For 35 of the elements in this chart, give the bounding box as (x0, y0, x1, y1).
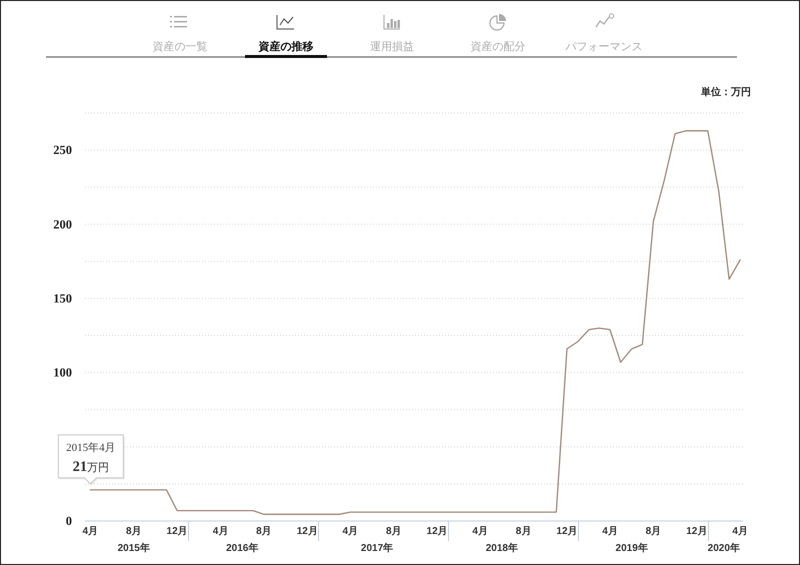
x-tick-label: 12月 (166, 526, 188, 538)
annotation: 21万円 (72, 458, 110, 475)
x-tick-label: 4月 (212, 526, 228, 538)
text: 運用損益 (370, 40, 414, 53)
x-tick-label: 8月 (646, 526, 662, 538)
x-tick-label: 12月 (686, 526, 708, 538)
x-tick-label: 4月 (602, 526, 618, 538)
x2-tick-label: 2020年 (708, 542, 740, 554)
x-tick-label: 8月 (256, 526, 272, 538)
x-tick-label: 4月 (732, 526, 748, 538)
text: 資産の一覧 (152, 40, 208, 53)
x-tick-label: 8月 (516, 526, 532, 538)
x2-tick-label: 2016年 (226, 542, 258, 554)
x2-tick-label: 2017年 (360, 542, 394, 554)
x-tick-label: 4月 (82, 526, 98, 538)
y-axis-title: 単位：万円 (700, 86, 751, 98)
y-tick-label: 150 (53, 291, 72, 306)
x-tick-label: 8月 (126, 526, 142, 538)
y-tick-label: 100 (53, 366, 72, 380)
x-tick-label: 12月 (426, 526, 448, 538)
x-tick-label: 4月 (472, 526, 488, 538)
x-tick-label: 8月 (386, 526, 402, 538)
annotation: 2015年4月 (66, 442, 116, 454)
x-tick-label: 12月 (556, 526, 578, 538)
text: 資産の配分 (470, 40, 526, 53)
y-tick-label: 200 (53, 217, 72, 232)
x2-tick-label: 2015年 (118, 542, 150, 554)
text: パフォーマンス (564, 40, 642, 53)
y-tick-label: 0 (66, 514, 72, 528)
x2-tick-label: 2019年 (616, 542, 648, 554)
x-tick-label: 12月 (296, 526, 318, 538)
x-tick-label: 4月 (342, 526, 358, 538)
y-tick-label: 250 (53, 143, 72, 158)
chart-title: 資産の推移 (258, 40, 314, 53)
x2-tick-label: 2018年 (486, 542, 518, 554)
